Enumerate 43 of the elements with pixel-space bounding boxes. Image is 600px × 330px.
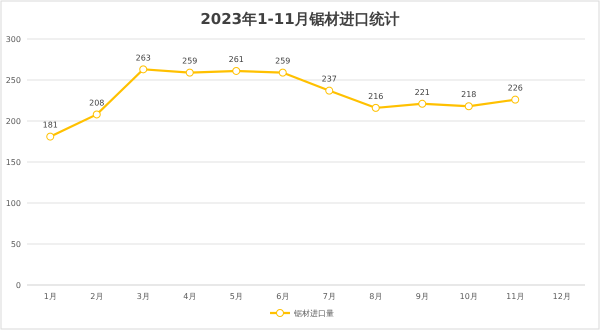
x-tick-label: 10月 xyxy=(460,292,478,301)
x-tick-label: 1月 xyxy=(44,292,57,301)
data-label: 263 xyxy=(136,53,151,62)
data-label: 226 xyxy=(508,84,523,93)
point xyxy=(92,110,101,118)
point xyxy=(232,66,240,75)
y-tick-label: 200 xyxy=(6,117,21,126)
point xyxy=(418,100,426,108)
y-tick-label: 300 xyxy=(6,35,21,44)
x-tick-label: 11月 xyxy=(506,292,524,301)
x-tick-label: 5月 xyxy=(230,292,243,301)
point xyxy=(139,65,148,74)
y-tick-label: 250 xyxy=(6,76,21,85)
x-tick-label: 4月 xyxy=(183,292,196,301)
legend-label: 锯材进口量 xyxy=(293,309,334,318)
x-tick-label: 9月 xyxy=(416,292,429,301)
data-label: 181 xyxy=(42,120,58,130)
x-tick-label: 12月 xyxy=(552,292,571,301)
y-tick-label: 150 xyxy=(6,158,21,167)
y-tick-label: 0 xyxy=(16,281,21,290)
x-tick-label: 6月 xyxy=(276,292,290,301)
data-label: 259 xyxy=(275,56,290,66)
point xyxy=(325,86,334,95)
point xyxy=(372,104,380,112)
y-tick-label: 50 xyxy=(10,240,21,249)
chart-title: 2023年1-11月锯材进口统计 xyxy=(200,10,400,28)
x-tick-label: 7月 xyxy=(322,292,336,301)
data-label: 216 xyxy=(368,92,384,101)
data-label: 237 xyxy=(322,74,337,84)
data-label: 218 xyxy=(461,90,476,100)
data-label: 208 xyxy=(89,98,104,108)
point xyxy=(186,68,194,77)
point xyxy=(511,96,520,104)
data-label: 261 xyxy=(228,54,244,64)
y-tick-label: 100 xyxy=(6,199,21,208)
data-label: 259 xyxy=(182,56,198,66)
point xyxy=(278,68,287,77)
data-label: 221 xyxy=(414,88,430,97)
x-tick-label: 3月 xyxy=(136,292,150,301)
point xyxy=(46,132,54,141)
x-tick-label: 2月 xyxy=(90,292,104,301)
x-tick-label: 8月 xyxy=(369,292,382,301)
point xyxy=(464,102,473,110)
